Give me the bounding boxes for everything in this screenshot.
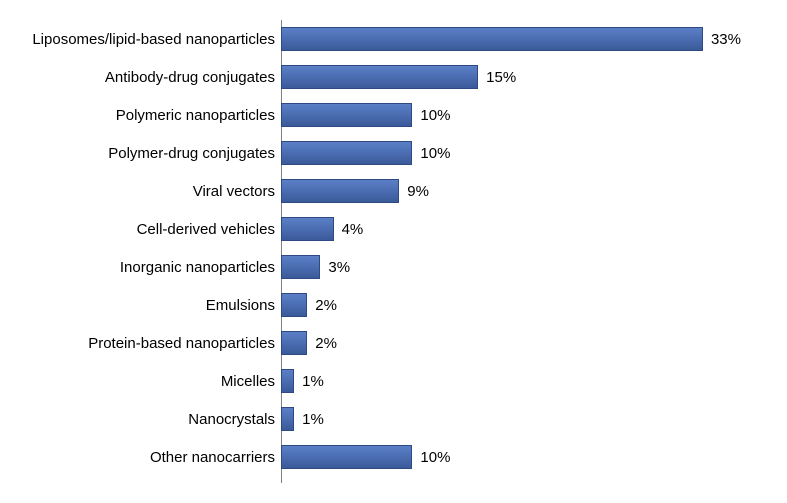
- category-label: Inorganic nanoparticles: [10, 259, 281, 276]
- chart-row: Cell-derived vehicles 4%: [10, 210, 757, 248]
- bar-area: 10%: [281, 438, 741, 476]
- category-label: Nanocrystals: [10, 411, 281, 428]
- bar-area: 15%: [281, 58, 741, 96]
- value-label: 10%: [420, 449, 450, 466]
- category-label: Other nanocarriers: [10, 449, 281, 466]
- bar: [281, 103, 412, 127]
- value-label: 15%: [486, 69, 516, 86]
- chart-row: Micelles 1%: [10, 362, 757, 400]
- chart-row: Nanocrystals 1%: [10, 400, 757, 438]
- chart-row: Emulsions 2%: [10, 286, 757, 324]
- category-label: Liposomes/lipid-based nanoparticles: [10, 31, 281, 48]
- bar: [281, 141, 412, 165]
- value-label: 1%: [302, 373, 324, 390]
- bar-area: 9%: [281, 172, 741, 210]
- bar-area: 2%: [281, 324, 741, 362]
- category-label: Viral vectors: [10, 183, 281, 200]
- bar-area: 10%: [281, 134, 741, 172]
- value-label: 2%: [315, 335, 337, 352]
- bar-area: 2%: [281, 286, 741, 324]
- value-label: 10%: [420, 107, 450, 124]
- bar-area: 1%: [281, 400, 741, 438]
- category-label: Polymer-drug conjugates: [10, 145, 281, 162]
- bar: [281, 293, 307, 317]
- bar: [281, 407, 294, 431]
- tick-overlay: [281, 400, 741, 438]
- value-label: 33%: [711, 31, 741, 48]
- value-label: 1%: [302, 411, 324, 428]
- category-label: Antibody-drug conjugates: [10, 69, 281, 86]
- bar-area: 3%: [281, 248, 741, 286]
- value-label: 4%: [342, 221, 364, 238]
- category-label: Micelles: [10, 373, 281, 390]
- bar: [281, 369, 294, 393]
- bar-area: 1%: [281, 362, 741, 400]
- bar-chart: Liposomes/lipid-based nanoparticles 33% An…: [0, 0, 787, 503]
- bar: [281, 65, 478, 89]
- chart-row: Polymeric nanoparticles 10%: [10, 96, 757, 134]
- tick-overlay: [281, 362, 741, 400]
- chart-row: Inorganic nanoparticles 3%: [10, 248, 757, 286]
- tick-overlay: [281, 286, 741, 324]
- chart-row: Viral vectors 9%: [10, 172, 757, 210]
- value-label: 3%: [328, 259, 350, 276]
- chart-row: Polymer-drug conjugates 10%: [10, 134, 757, 172]
- chart-row: Protein-based nanoparticles 2%: [10, 324, 757, 362]
- value-label: 10%: [420, 145, 450, 162]
- chart-row: Antibody-drug conjugates 15%: [10, 58, 757, 96]
- chart-row: Other nanocarriers 10%: [10, 438, 757, 476]
- bar: [281, 217, 334, 241]
- bar-area: 10%: [281, 96, 741, 134]
- category-label: Cell-derived vehicles: [10, 221, 281, 238]
- bar-area: 33%: [281, 20, 741, 58]
- bar: [281, 331, 307, 355]
- bar: [281, 27, 703, 51]
- category-label: Emulsions: [10, 297, 281, 314]
- bar: [281, 445, 412, 469]
- value-label: 9%: [407, 183, 429, 200]
- bar-area: 4%: [281, 210, 741, 248]
- category-label: Protein-based nanoparticles: [10, 335, 281, 352]
- category-label: Polymeric nanoparticles: [10, 107, 281, 124]
- bar: [281, 255, 320, 279]
- chart-row: Liposomes/lipid-based nanoparticles 33%: [10, 20, 757, 58]
- tick-overlay: [281, 324, 741, 362]
- bar: [281, 179, 399, 203]
- chart-rows: Liposomes/lipid-based nanoparticles 33% An…: [10, 20, 757, 476]
- value-label: 2%: [315, 297, 337, 314]
